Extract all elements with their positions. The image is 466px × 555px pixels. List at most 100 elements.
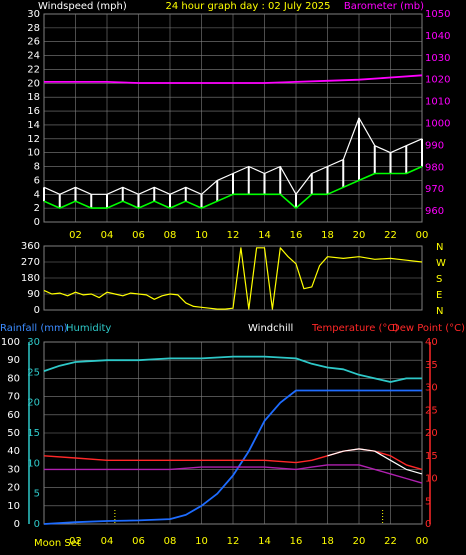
temp-x-tick: 12 — [227, 536, 240, 547]
barometer-y-tick: 1030 — [425, 53, 450, 64]
graph-title: 24 hour graph day : 02 July 2025 — [165, 1, 330, 12]
temp-x-tick: 04 — [101, 536, 114, 547]
barometer-y-tick: 1010 — [425, 97, 450, 108]
temp-x-tick: 06 — [132, 536, 145, 547]
wind-y-tick: 30 — [27, 9, 40, 20]
wind-y-tick: 12 — [27, 134, 40, 145]
wind-x-tick: 22 — [384, 230, 397, 241]
wind-y-tick: 24 — [27, 51, 40, 62]
rain-y-tick: 25 — [27, 367, 40, 378]
temp-x-tick: 00 — [416, 536, 429, 547]
barometer-y-tick: 1050 — [425, 9, 450, 20]
wind-x-tick: 06 — [132, 230, 145, 241]
temp-y-tick: 0 — [425, 519, 431, 530]
compass-label: S — [436, 274, 442, 285]
temp-y-tick: 35 — [425, 360, 438, 371]
barometer-y-tick: 970 — [425, 184, 444, 195]
wind-x-tick: 18 — [321, 230, 334, 241]
humidity-y-tick: 100 — [1, 337, 20, 348]
windspeed-header: Windspeed (mph) — [38, 1, 127, 12]
temperature-header: Temperature (°C) — [311, 323, 398, 334]
wind-y-tick: 26 — [27, 37, 40, 48]
temp-y-tick: 15 — [425, 451, 438, 462]
windspeed-line — [43, 117, 423, 195]
humidity-y-tick: 70 — [7, 392, 20, 403]
rain-y-tick: 10 — [27, 458, 40, 469]
humidity-y-tick: 30 — [7, 464, 20, 475]
temp-y-tick: 5 — [425, 496, 431, 507]
moon-set-label: Moon Set — [34, 538, 81, 549]
wind-y-tick: 20 — [27, 78, 40, 89]
barometer-header: Barometer (mb) — [344, 1, 424, 12]
temp-y-tick: 20 — [425, 428, 438, 439]
rain-y-tick: 0 — [34, 519, 40, 530]
wind-x-tick: 20 — [353, 230, 366, 241]
direction-y-tick: 180 — [21, 273, 40, 284]
dewpoint-header: Dew Point (°C) — [392, 323, 465, 334]
humidity-y-tick: 10 — [7, 501, 20, 512]
wind-x-tick: 04 — [101, 230, 114, 241]
temp-y-tick: 30 — [425, 383, 438, 394]
humidity-line — [43, 355, 422, 383]
compass-label: E — [436, 290, 442, 301]
barometer-y-tick: 990 — [425, 140, 444, 151]
wind-y-tick: 8 — [34, 162, 40, 173]
wind-y-tick: 22 — [27, 64, 40, 75]
wind-x-tick: 14 — [258, 230, 271, 241]
wind-y-tick: 18 — [27, 92, 40, 103]
wind-x-tick: 10 — [195, 230, 208, 241]
wind-y-tick: 0 — [34, 217, 40, 228]
wind-y-tick: 6 — [34, 175, 40, 186]
wind-x-tick: 16 — [290, 230, 303, 241]
humidity-y-tick: 0 — [14, 519, 20, 530]
temp-x-tick: 14 — [258, 536, 271, 547]
direction-y-tick: 270 — [21, 257, 40, 268]
wind-x-tick: 00 — [416, 230, 429, 241]
humidity-y-tick: 50 — [7, 428, 20, 439]
barometer-y-tick: 1000 — [425, 118, 450, 129]
temp-x-tick: 22 — [384, 536, 397, 547]
humidity-y-tick: 20 — [7, 483, 20, 494]
temp-x-tick: 18 — [321, 536, 334, 547]
direction-line — [43, 247, 423, 310]
barometer-y-tick: 1020 — [425, 75, 450, 86]
barometer-y-tick: 960 — [425, 206, 444, 217]
direction-y-tick: 360 — [21, 241, 40, 252]
wind-y-tick: 4 — [34, 189, 40, 200]
wind-y-tick: 10 — [27, 148, 40, 159]
temp-y-tick: 25 — [425, 405, 438, 416]
barometer-y-tick: 1040 — [425, 31, 450, 42]
temp-x-tick: 02 — [69, 536, 82, 547]
temp-x-tick: 20 — [353, 536, 366, 547]
rain-y-tick: 15 — [27, 428, 40, 439]
rainfall-header: Rainfall (mm) — [0, 323, 68, 334]
direction-y-tick: 0 — [34, 305, 40, 316]
temp-x-tick: 16 — [290, 536, 303, 547]
rain-y-tick: 20 — [27, 398, 40, 409]
wind-x-tick: 08 — [164, 230, 177, 241]
wind-x-tick: 02 — [69, 230, 82, 241]
temp-x-tick: 10 — [195, 536, 208, 547]
wind-x-tick: 12 — [227, 230, 240, 241]
humidity-y-tick: 40 — [7, 446, 20, 457]
barometer-line — [44, 74, 423, 84]
dewpoint-line — [44, 464, 423, 484]
humidity-y-tick: 90 — [7, 355, 20, 366]
rain-y-tick: 30 — [27, 337, 40, 348]
windchill-line — [327, 448, 423, 475]
direction-y-tick: 90 — [27, 289, 40, 300]
temp-y-tick: 10 — [425, 474, 438, 485]
windchill-header: Windchill — [248, 323, 293, 334]
temp-x-tick: 08 — [164, 536, 177, 547]
wind-y-tick: 14 — [27, 120, 40, 131]
rain-y-tick: 5 — [34, 489, 40, 500]
compass-label: W — [436, 258, 446, 269]
wind-y-tick: 16 — [27, 106, 40, 117]
temperature-line — [43, 448, 423, 471]
barometer-y-tick: 980 — [425, 162, 444, 173]
rainfall-line — [43, 389, 422, 525]
compass-label: N — [436, 306, 443, 317]
humidity-y-tick: 80 — [7, 373, 20, 384]
